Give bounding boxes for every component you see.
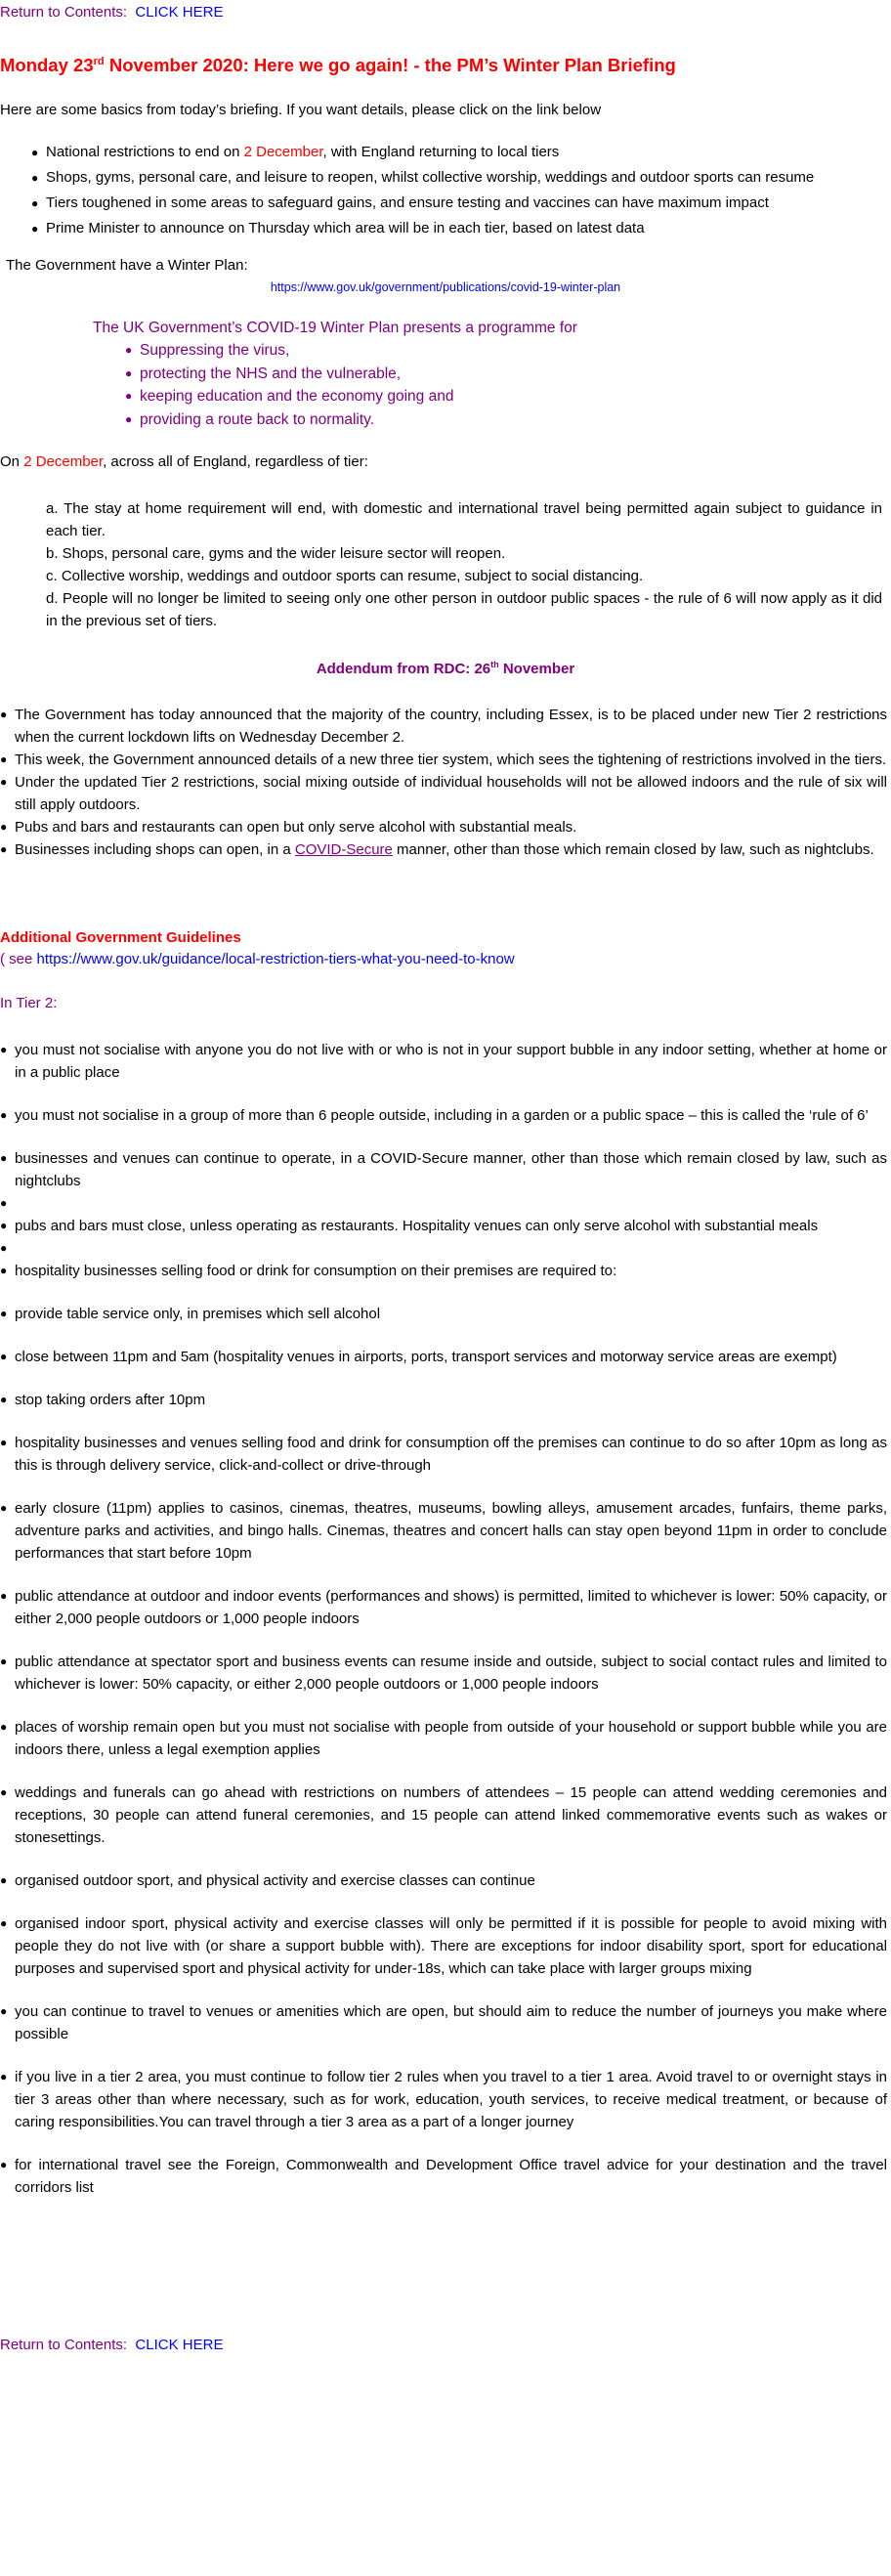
return-label: Return to Contents:	[0, 4, 128, 21]
winter-point: Suppressing the virus,	[0, 339, 891, 363]
addendum-item: This week, the Government announced deta…	[0, 749, 887, 771]
return-link[interactable]: CLICK HERE	[135, 2337, 224, 2353]
december-items: a. The stay at home requirement will end…	[46, 497, 882, 632]
winter-label: The Government have a Winter Plan:	[6, 257, 248, 274]
tier2-item: weddings and funerals can go ahead with …	[0, 1782, 887, 1849]
tier2-item: places of worship remain open but you mu…	[0, 1716, 887, 1761]
guidelines-heading: Additional Government Guidelines	[0, 929, 241, 946]
tier2-item: close between 11pm and 5am (hospitality …	[0, 1346, 887, 1368]
text: National restrictions to end on	[46, 144, 244, 160]
date: 2 December	[243, 144, 323, 160]
text: November	[498, 661, 575, 677]
guidelines-see: ( see https://www.gov.uk/guidance/local-…	[0, 948, 515, 970]
tier2-heading: In Tier 2:	[0, 995, 58, 1011]
tier2-item: you can continue to travel to venues or …	[0, 2000, 887, 2045]
december-intro: On 2 December, across all of England, re…	[0, 451, 368, 473]
text: , across all of England, regardless of t…	[103, 453, 368, 470]
return-bottom: Return to Contents: CLICK HERE	[0, 2334, 223, 2356]
tier2-item: early closure (11pm) applies to casinos,…	[0, 1497, 887, 1565]
intro: Here are some basics from today’s briefi…	[0, 102, 602, 118]
december-item: d. People will no longer be limited to s…	[46, 590, 882, 629]
winter-plan: The UK Government’s COVID-19 Winter Plan…	[0, 317, 891, 431]
winter-point: keeping education and the economy going …	[0, 385, 891, 408]
empty-bullet	[0, 1192, 887, 1215]
title: Monday 23rd November 2020: Here we go ag…	[0, 54, 676, 76]
return-label: Return to Contents:	[0, 2337, 128, 2353]
tier2-item: pubs and bars must close, unless operati…	[0, 1215, 887, 1237]
winter-point: protecting the NHS and the vulnerable,	[0, 363, 891, 386]
tier2-item: organised indoor sport, physical activit…	[0, 1912, 887, 1980]
addendum-item: Under the updated Tier 2 restrictions, s…	[0, 771, 887, 816]
return-top: Return to Contents: CLICK HERE	[0, 1, 223, 23]
tier2-item: public attendance at spectator sport and…	[0, 1651, 887, 1696]
addendum-list: The Government has today announced that …	[0, 704, 887, 861]
text: On	[0, 453, 24, 470]
title-text: Monday 23	[0, 55, 94, 75]
december-item: b. Shops, personal care, gyms and the wi…	[46, 545, 506, 562]
tier2-item: hospitality businesses and venues sellin…	[0, 1432, 887, 1477]
december-item: a. The stay at home requirement will end…	[46, 500, 882, 539]
addendum-heading: Addendum from RDC: 26th November	[0, 658, 891, 680]
tier2-item: if you live in a tier 2 area, you must c…	[0, 2066, 887, 2133]
text: ( see	[0, 951, 37, 967]
tier2-item: provide table service only, in premises …	[0, 1303, 887, 1325]
summary-item: National restrictions to end on 2 Decemb…	[0, 140, 891, 165]
empty-bullet	[0, 1237, 887, 1260]
summary-item: Shops, gyms, personal care, and leisure …	[0, 165, 891, 191]
title-text: November 2020: Here we go again! - the P…	[104, 55, 676, 75]
summary-item: Prime Minister to announce on Thursday w…	[0, 216, 891, 241]
tier2-item: you must not socialise with anyone you d…	[0, 1039, 887, 1084]
addendum-item: Businesses including shops can open, in …	[0, 838, 887, 861]
winter-url[interactable]: https://www.gov.uk/government/publicatio…	[270, 280, 621, 294]
title-sup: rd	[93, 55, 105, 67]
tier2-item: organised outdoor sport, and physical ac…	[0, 1869, 887, 1892]
text: , with England returning to local tiers	[322, 144, 560, 160]
text: Addendum from RDC: 26	[316, 661, 491, 677]
addendum-item: The Government has today announced that …	[0, 704, 887, 749]
winter-points: Suppressing the virus, protecting the NH…	[0, 339, 891, 431]
december-item: c. Collective worship, weddings and outd…	[46, 568, 644, 584]
text: manner, other than those which remain cl…	[392, 841, 874, 858]
tier2-item: businesses and venues can continue to op…	[0, 1147, 887, 1192]
return-link[interactable]: CLICK HERE	[135, 4, 224, 21]
guidelines-url[interactable]: https://www.gov.uk/guidance/local-restri…	[36, 951, 515, 967]
summary-list: National restrictions to end on 2 Decemb…	[0, 140, 891, 241]
text: Businesses including shops can open, in …	[15, 841, 295, 858]
tier2-item: public attendance at outdoor and indoor …	[0, 1585, 887, 1630]
tier2-item: hospitality businesses selling food or d…	[0, 1260, 887, 1282]
addendum-item: Pubs and bars and restaurants can open b…	[0, 816, 887, 838]
winter-url-row: https://www.gov.uk/government/publicatio…	[0, 277, 891, 299]
covid-secure-link[interactable]: COVID-Secure	[294, 841, 393, 858]
tier2-item: you must not socialise in a group of mor…	[0, 1104, 887, 1127]
summary-item: Tiers toughened in some areas to safegua…	[0, 191, 891, 216]
tier2-item: stop taking orders after 10pm	[0, 1389, 887, 1411]
date: 2 December	[23, 453, 104, 470]
tier2-item: for international travel see the Foreign…	[0, 2154, 887, 2199]
tier2-list: you must not socialise with anyone you d…	[0, 1039, 887, 2219]
winter-intro: The UK Government’s COVID-19 Winter Plan…	[93, 320, 577, 336]
sup: th	[490, 660, 499, 669]
winter-point: providing a route back to normality.	[0, 408, 891, 432]
